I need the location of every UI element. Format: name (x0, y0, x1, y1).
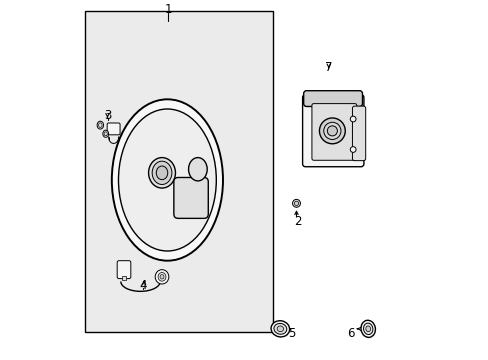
Text: 1: 1 (164, 3, 171, 16)
Ellipse shape (112, 99, 223, 261)
Text: 5: 5 (288, 327, 295, 340)
Ellipse shape (277, 326, 283, 332)
Ellipse shape (292, 199, 300, 207)
Ellipse shape (148, 158, 175, 188)
FancyBboxPatch shape (174, 177, 208, 219)
Text: 3: 3 (103, 109, 111, 122)
FancyBboxPatch shape (303, 91, 362, 107)
Ellipse shape (118, 109, 216, 251)
Ellipse shape (319, 118, 345, 144)
Ellipse shape (97, 121, 103, 129)
Text: 4: 4 (140, 279, 147, 292)
Text: 6: 6 (347, 327, 354, 340)
Ellipse shape (158, 273, 165, 281)
FancyBboxPatch shape (107, 123, 120, 135)
Text: 2: 2 (293, 215, 301, 228)
Ellipse shape (360, 320, 375, 337)
FancyBboxPatch shape (352, 106, 365, 161)
Ellipse shape (349, 147, 355, 152)
Ellipse shape (99, 123, 102, 127)
FancyBboxPatch shape (302, 95, 363, 167)
Ellipse shape (104, 132, 107, 136)
Ellipse shape (365, 326, 370, 332)
Bar (85, 12, 273, 332)
Ellipse shape (273, 323, 286, 334)
Ellipse shape (363, 323, 372, 334)
Ellipse shape (323, 122, 340, 139)
Ellipse shape (156, 166, 167, 180)
Text: 7: 7 (325, 60, 332, 73)
Ellipse shape (160, 275, 163, 279)
Ellipse shape (102, 130, 108, 137)
FancyBboxPatch shape (311, 104, 356, 160)
Ellipse shape (152, 161, 171, 184)
Ellipse shape (349, 116, 355, 122)
Ellipse shape (188, 158, 207, 181)
Ellipse shape (326, 126, 337, 136)
Ellipse shape (294, 201, 298, 206)
FancyBboxPatch shape (117, 261, 131, 279)
Bar (122, 276, 126, 280)
Ellipse shape (270, 321, 289, 337)
Ellipse shape (155, 270, 168, 284)
